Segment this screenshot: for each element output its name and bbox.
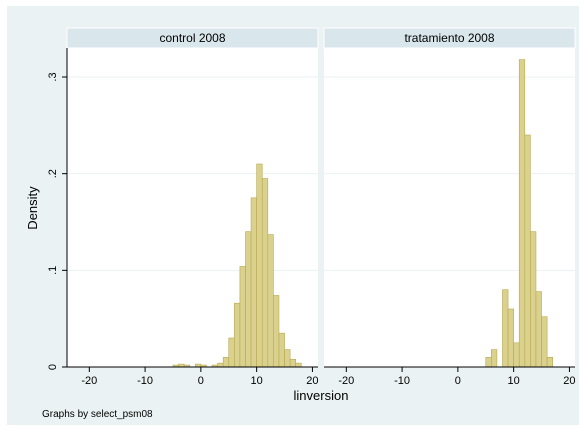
x-tick-label: -20: [338, 375, 354, 387]
x-axis-title: linversion: [294, 388, 349, 403]
histogram-bar: [502, 289, 509, 368]
plot-area: [67, 48, 318, 367]
x-tick-label: 0: [455, 375, 461, 387]
histogram-bar: [513, 342, 520, 368]
histogram-bar: [250, 197, 257, 368]
y-tick-label: 0: [47, 364, 59, 370]
x-tick-label: -10: [394, 375, 410, 387]
histogram-bar: [295, 362, 302, 368]
panel-title: control 2008: [159, 31, 225, 45]
histogram-bar: [491, 349, 498, 368]
histogram-bar: [535, 291, 542, 368]
histogram-bar: [541, 316, 548, 368]
histogram-bar: [485, 357, 492, 368]
histogram-bar: [289, 358, 296, 368]
y-axis-title: Density: [25, 186, 40, 230]
y-tick-label: .2: [47, 169, 59, 178]
x-tick-label: 10: [508, 375, 520, 387]
histogram-bar: [222, 357, 230, 368]
histogram-bar: [239, 266, 246, 368]
histogram-bar: [217, 362, 224, 368]
histogram-bar: [256, 163, 263, 368]
histogram-bar: [273, 295, 280, 368]
histogram-bar: [530, 231, 537, 368]
panel-title: tratamiento 2008: [404, 31, 494, 45]
x-tick-label: 20: [563, 375, 575, 387]
histogram-bar: [524, 134, 531, 368]
x-tick-label: 10: [251, 375, 263, 387]
y-tick-label: .3: [47, 72, 59, 81]
x-tick-label: 0: [198, 375, 204, 387]
histogram-bar: [245, 231, 252, 368]
histogram-bar: [261, 178, 269, 368]
histogram-bar: [228, 337, 235, 368]
histogram-bar: [507, 308, 514, 368]
histogram-bar: [234, 302, 241, 368]
histogram-bar: [518, 59, 526, 368]
x-tick-label: -20: [81, 375, 97, 387]
histogram-bar: [284, 349, 291, 368]
histogram-bar: [546, 357, 553, 368]
x-tick-label: -10: [137, 375, 153, 387]
x-tick-label: 20: [306, 375, 318, 387]
y-tick-label: .1: [47, 266, 59, 275]
graph-note: Graphs by select_psm08: [42, 409, 153, 420]
histogram-bar: [278, 332, 285, 368]
histogram-bar: [267, 234, 274, 368]
